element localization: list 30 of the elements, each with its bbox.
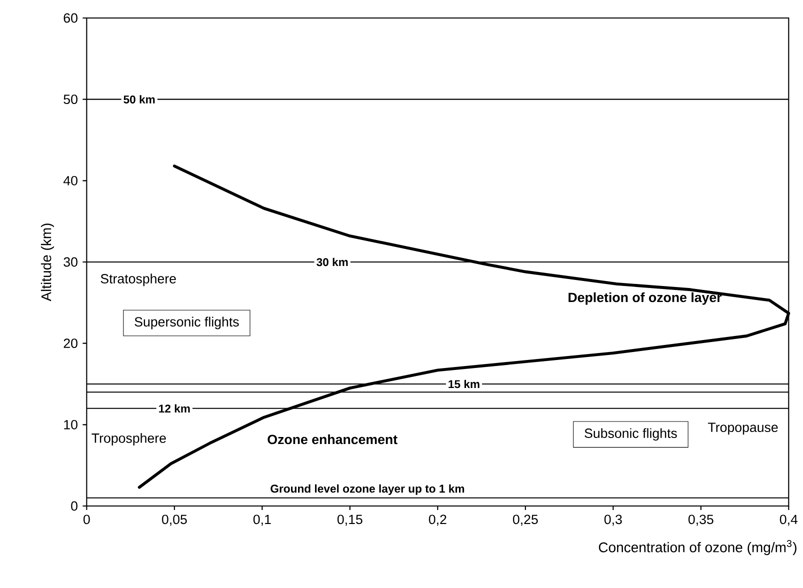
- x-tick-label: 0: [83, 514, 90, 524]
- y-tick-label: 60: [64, 13, 78, 23]
- y-axis-title: Altitude (km): [40, 224, 54, 302]
- y-tick-label: 50: [64, 94, 78, 104]
- x-tick-label: 0,2: [428, 514, 446, 526]
- ref-line-label: 15 km: [448, 380, 480, 388]
- y-tick-label: 40: [63, 176, 78, 186]
- annotation: Supersonic flights: [134, 316, 239, 330]
- y-tick-label: 30: [64, 257, 78, 267]
- x-tick-label: 0,4: [780, 514, 798, 526]
- annotation: Stratosphere: [100, 274, 176, 286]
- ref-line-label: 30 km: [316, 258, 348, 266]
- annotation: Depletion of ozone layer: [568, 292, 722, 305]
- ref-line-label: 12 km: [159, 404, 190, 412]
- y-tick-label: 0: [71, 501, 78, 511]
- x-tick-label: 0,3: [604, 514, 622, 526]
- y-tick-label: 10: [64, 420, 78, 430]
- x-tick-label: 0,15: [337, 514, 362, 526]
- x-tick-label: 0,25: [512, 514, 538, 526]
- annotation: Troposphere: [92, 433, 166, 446]
- annotation: Ozone enhancement: [268, 434, 398, 444]
- ref-line-label: 50 km: [124, 95, 155, 104]
- ref-line-label: Ground level ozone layer up to 1 km: [270, 484, 464, 495]
- annotation: Subsonic flights: [584, 428, 677, 441]
- x-tick-label: 0,1: [253, 514, 271, 526]
- x-axis-title: Concentration of ozone (mg/m$^{3}$): [598, 540, 796, 556]
- x-tick-label: 0,35: [688, 514, 714, 526]
- annotation: Tropopause: [708, 422, 778, 435]
- y-tick-label: 20: [64, 338, 78, 348]
- x-tick-label: 0,05: [162, 514, 187, 526]
